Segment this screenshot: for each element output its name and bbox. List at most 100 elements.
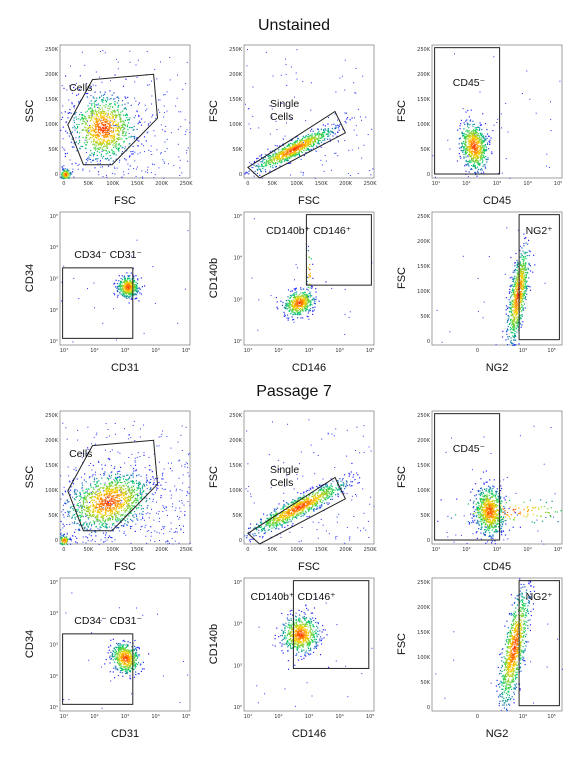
event-point [110,117,112,119]
event-point [124,107,126,109]
event-point [259,155,261,157]
event-point [295,155,297,157]
event-point [522,307,524,309]
event-point [264,169,266,171]
event-point [307,148,309,150]
event-point [94,140,96,142]
event-point [118,113,120,115]
event-point [521,315,523,317]
event-point [272,162,274,164]
event-point [513,325,515,327]
event-point [122,171,124,173]
event-point [515,301,517,303]
event-point [296,305,298,307]
event-point [92,159,94,162]
event-point [517,289,520,291]
event-point [136,292,138,294]
event-point [98,132,100,134]
event-point [472,120,474,122]
event-point [521,277,523,279]
event-point [521,307,523,309]
event-point [137,153,139,155]
event-point [89,133,92,135]
event-point [470,141,472,143]
event-point [315,288,317,290]
event-point [124,278,126,280]
event-point [109,155,111,157]
event-point [97,120,99,123]
event-point [449,148,451,150]
event-point [107,143,109,145]
event-point [123,526,125,527]
event-point [116,124,118,126]
event-point [316,142,318,144]
event-point [307,250,309,252]
event-point [261,164,263,166]
event-point [507,318,509,320]
event-point [128,281,130,283]
event-point [521,265,523,267]
event-point [97,125,99,127]
event-point [514,304,517,307]
event-point [164,141,166,143]
event-point [528,254,530,257]
event-point [275,165,277,168]
event-point [61,146,63,148]
event-point [269,159,271,161]
event-point [108,142,110,144]
event-point [247,49,248,51]
x-tick-label: 10² [274,348,282,354]
event-point [512,303,514,305]
event-point [524,287,526,289]
event-point [513,339,516,341]
event-point [260,171,262,173]
event-point [153,519,155,521]
event-point [75,529,77,531]
event-point [116,125,118,127]
event-point [517,274,519,276]
event-point [521,283,523,285]
event-point [461,133,464,135]
event-point [269,155,271,157]
event-point [282,157,284,159]
event-point [517,297,519,299]
event-point [63,174,65,176]
event-points [244,49,374,179]
event-point [102,150,105,152]
event-point [184,466,186,468]
event-point [333,123,335,125]
event-point [283,153,285,155]
event-point [299,139,301,141]
event-point [513,322,515,324]
event-point [274,157,276,159]
event-point [94,149,96,151]
event-point [250,128,252,130]
event-point [129,155,131,157]
event-point [476,156,478,158]
event-point [291,148,293,150]
event-point [146,488,148,490]
event-point [84,116,86,118]
event-point [85,521,87,523]
event-point [305,308,307,311]
event-point [110,127,112,129]
event-point [122,291,124,293]
event-point [277,154,279,156]
event-point [88,158,90,160]
event-point [305,120,307,122]
event-point [137,290,139,292]
event-point [473,144,476,146]
event-point [305,149,307,151]
event-point [284,146,286,148]
event-point [118,131,120,133]
event-point [133,138,135,140]
event-point [68,173,70,175]
y-tick-label: 10¹ [50,339,58,345]
event-point [102,490,104,492]
event-point [90,86,92,89]
event-point [292,309,294,311]
event-point [486,137,488,139]
event-point [517,271,519,273]
event-point [123,131,125,133]
event-point [160,153,162,155]
